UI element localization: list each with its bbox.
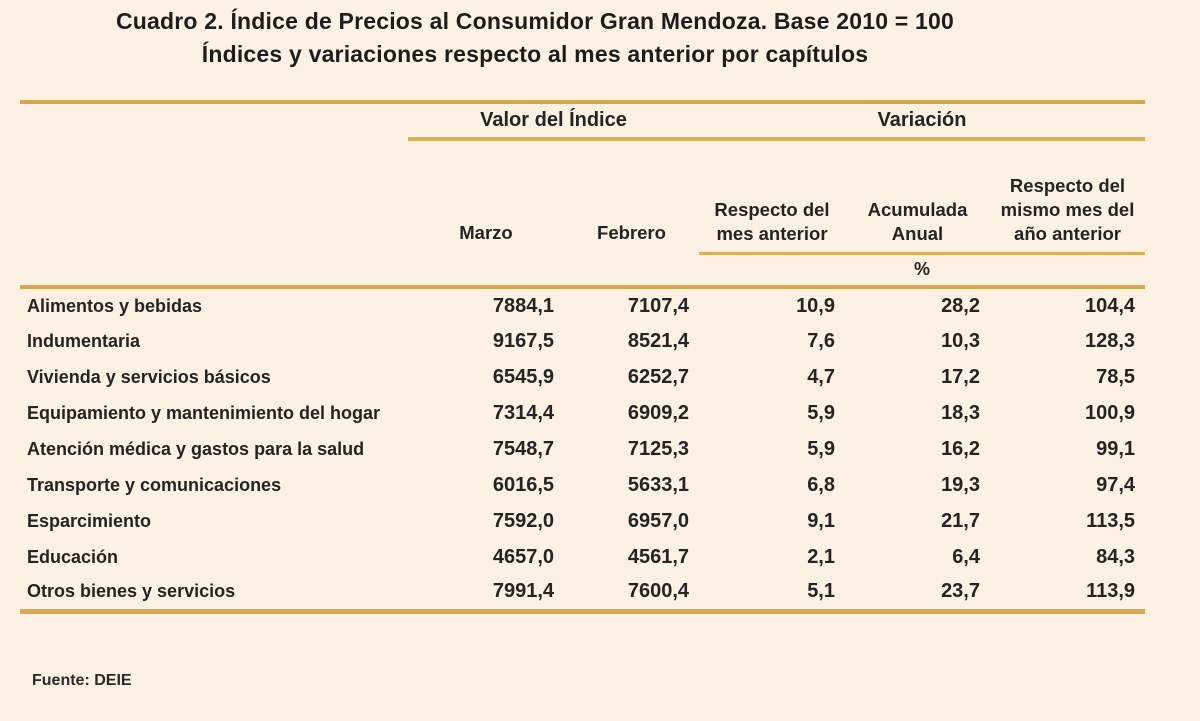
cell-acumulada: 23,7 bbox=[845, 575, 990, 614]
table-row: Otros bienes y servicios 7991,4 7600,4 5… bbox=[20, 575, 1146, 614]
source-note: Fuente: DEIE bbox=[32, 672, 132, 689]
cell-respecto-anio: 97,4 bbox=[1096, 473, 1136, 496]
cell-respecto-mes: 5,9 bbox=[807, 437, 835, 460]
table-row: Alimentos y bebidas 7884,1 7107,4 10,9 2… bbox=[20, 287, 1145, 323]
table-title-line2: Índices y variaciones respecto al mes an… bbox=[201, 41, 869, 67]
table-title: Cuadro 2. Índice de Precios al Consumido… bbox=[20, 5, 1050, 71]
unit-row: % bbox=[20, 253, 1146, 289]
cell-acumulada: 17,2 bbox=[941, 365, 980, 388]
cell-respecto-mes: 6,8 bbox=[807, 473, 835, 496]
row-label: Alimentos y bebidas bbox=[27, 295, 203, 316]
table-row: Atención médica y gastos para la salud 7… bbox=[20, 431, 1145, 467]
cell-acumulada: 28,2 bbox=[941, 294, 980, 317]
cell-marzo: 6016,5 bbox=[492, 473, 554, 496]
cell-marzo: 4657,0 bbox=[492, 545, 554, 568]
cell-febrero: 6909,2 bbox=[627, 401, 689, 424]
cell-acumulada: 6,4 bbox=[952, 545, 980, 568]
row-label: Atención médica y gastos para la salud bbox=[27, 438, 365, 459]
cell-marzo: 6545,9 bbox=[492, 365, 554, 388]
cell-respecto-mes: 5,9 bbox=[807, 401, 835, 424]
row-label: Vivienda y servicios básicos bbox=[27, 366, 271, 387]
cell-acumulada: 18,3 bbox=[941, 401, 980, 424]
table-row: Educación 4657,0 4561,7 2,1 6,4 84,3 bbox=[20, 539, 1145, 575]
corner-cell bbox=[20, 102, 408, 139]
cell-respecto-anio: 100,9 bbox=[1084, 401, 1136, 424]
cell-marzo: 7884,1 bbox=[492, 294, 554, 317]
table-row: Esparcimiento 7592,0 6957,0 9,1 21,7 113… bbox=[20, 503, 1145, 539]
cell-febrero: 7107,4 bbox=[627, 294, 689, 317]
column-header-row: Marzo Febrero Respecto del mes anterior … bbox=[20, 139, 1146, 255]
cell-marzo: 7314,4 bbox=[492, 401, 554, 424]
col-header-marzo: Marzo bbox=[459, 222, 513, 243]
row-label: Transporte y comunicaciones bbox=[27, 474, 282, 495]
cell-febrero: 6252,7 bbox=[627, 365, 689, 388]
cell-febrero: 6957,0 bbox=[627, 509, 689, 532]
cell-marzo: 7592,0 bbox=[492, 509, 554, 532]
row-label: Otros bienes y servicios bbox=[20, 575, 408, 614]
col-header-respecto-anio: Respecto del mismo mes del año anterior bbox=[990, 139, 1146, 255]
group-header-variacion: Variación bbox=[699, 102, 1146, 141]
group-header-valor: Valor del Índice bbox=[408, 102, 699, 141]
col-header-febrero: Febrero bbox=[597, 222, 666, 243]
col-header-respecto-mes: Respecto del mes anterior bbox=[699, 139, 845, 255]
cell-respecto-anio: 99,1 bbox=[1096, 437, 1136, 460]
cell-marzo: 7991,4 bbox=[408, 575, 564, 614]
cell-febrero: 5633,1 bbox=[627, 473, 689, 496]
table-row: Transporte y comunicaciones 6016,5 5633,… bbox=[20, 467, 1145, 503]
unit-spacer bbox=[20, 253, 699, 289]
table-row: Indumentaria 9167,5 8521,4 7,6 10,3 128,… bbox=[20, 323, 1145, 359]
cell-respecto-anio: 104,4 bbox=[1084, 294, 1136, 317]
cell-marzo: 9167,5 bbox=[492, 329, 554, 352]
row-label: Equipamiento y mantenimiento del hogar bbox=[27, 402, 381, 423]
cell-febrero: 7125,3 bbox=[627, 437, 689, 460]
table-title-line1: Cuadro 2. Índice de Precios al Consumido… bbox=[115, 8, 954, 34]
cell-respecto-mes: 4,7 bbox=[807, 365, 835, 388]
row-label: Esparcimiento bbox=[27, 510, 152, 531]
cell-respecto-anio: 78,5 bbox=[1096, 365, 1136, 388]
cell-febrero: 7600,4 bbox=[564, 575, 699, 614]
table-row: Equipamiento y mantenimiento del hogar 7… bbox=[20, 395, 1145, 431]
row-label: Indumentaria bbox=[27, 330, 141, 351]
cell-acumulada: 21,7 bbox=[941, 509, 980, 532]
cpi-table: Valor del Índice Variación Marzo Febrero… bbox=[20, 100, 1146, 614]
cell-respecto-anio: 113,9 bbox=[990, 575, 1146, 614]
cell-marzo: 7548,7 bbox=[492, 437, 554, 460]
cell-respecto-anio: 128,3 bbox=[1084, 329, 1136, 352]
col-header-acumulada: Acumulada Anual bbox=[845, 139, 990, 255]
cell-acumulada: 19,3 bbox=[941, 473, 980, 496]
cell-respecto-mes: 7,6 bbox=[807, 329, 835, 352]
empty-header-cell bbox=[20, 139, 408, 253]
cell-respecto-mes: 2,1 bbox=[807, 545, 835, 568]
cell-respecto-mes: 10,9 bbox=[796, 294, 835, 317]
cell-respecto-mes: 5,1 bbox=[699, 575, 845, 614]
cell-acumulada: 16,2 bbox=[941, 437, 980, 460]
cell-respecto-mes: 9,1 bbox=[807, 509, 835, 532]
group-header-row: Valor del Índice Variación bbox=[20, 102, 1146, 141]
cell-respecto-anio: 84,3 bbox=[1096, 545, 1136, 568]
cell-febrero: 4561,7 bbox=[627, 545, 689, 568]
cell-respecto-anio: 113,5 bbox=[1086, 509, 1136, 532]
table-row: Vivienda y servicios básicos 6545,9 6252… bbox=[20, 359, 1145, 395]
unit-label: % bbox=[699, 253, 1146, 289]
cell-febrero: 8521,4 bbox=[627, 329, 689, 352]
cell-acumulada: 10,3 bbox=[941, 329, 980, 352]
row-label: Educación bbox=[27, 546, 119, 567]
